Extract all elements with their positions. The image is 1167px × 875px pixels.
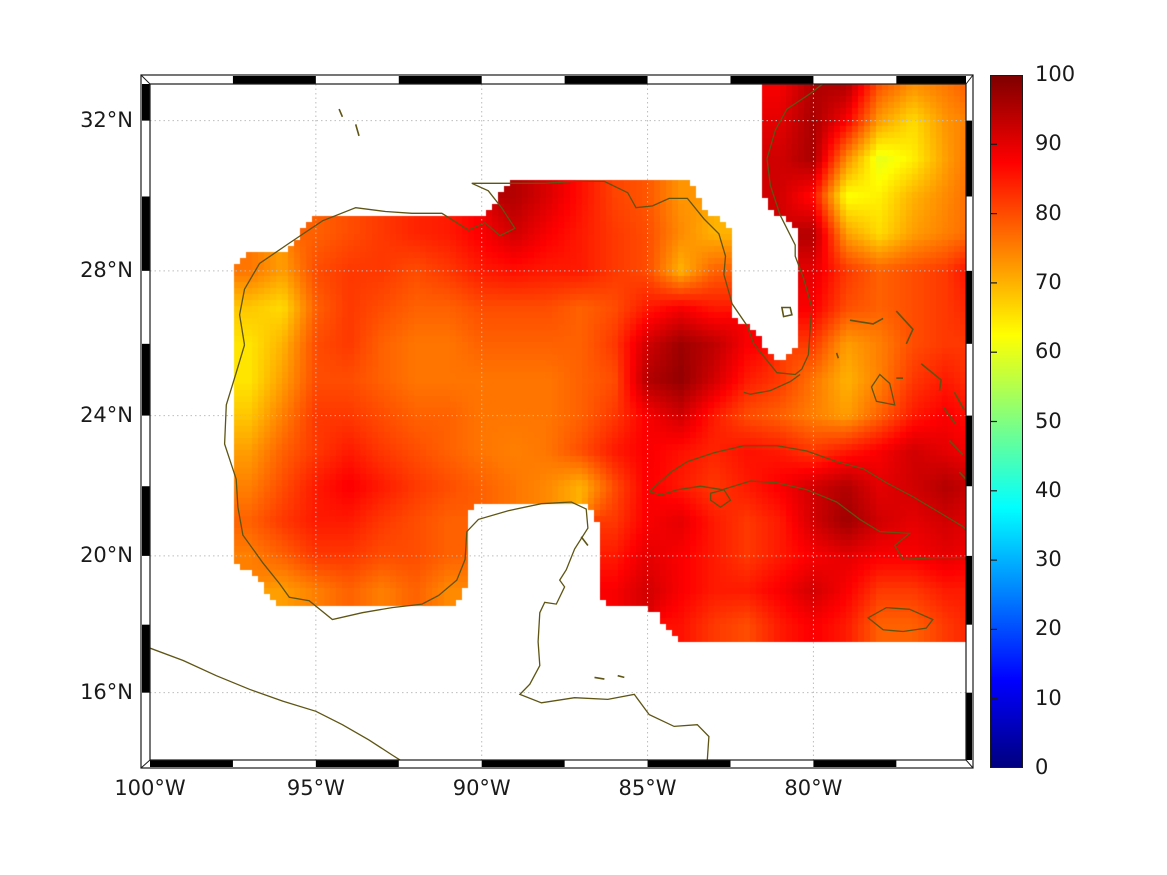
frame-band bbox=[564, 76, 648, 84]
y-tick-label: 28°N bbox=[80, 257, 133, 282]
frame-band bbox=[141, 75, 150, 768]
colorbar-tick-label: 100 bbox=[1035, 62, 1076, 86]
colorbar bbox=[990, 75, 1023, 768]
frame-band bbox=[315, 760, 399, 767]
gridline bbox=[965, 74, 974, 85]
colorbar-tick-label: 50 bbox=[1035, 408, 1062, 433]
frame-band bbox=[142, 486, 150, 556]
colorbar-gradient bbox=[990, 75, 1023, 768]
frame-band bbox=[966, 120, 972, 197]
frame-band bbox=[966, 555, 972, 625]
frame-band bbox=[730, 76, 814, 84]
frame-band bbox=[141, 75, 973, 84]
colorbar-tick-label: 80 bbox=[1035, 200, 1062, 225]
colorbar-tick-label: 60 bbox=[1035, 339, 1062, 364]
frame-band bbox=[142, 624, 150, 693]
heatmap-canvas bbox=[150, 84, 966, 760]
x-tick-label: 95°W bbox=[286, 776, 345, 800]
y-tick-label: 16°N bbox=[80, 679, 133, 704]
colorbar-tick-label: 90 bbox=[1035, 131, 1062, 156]
frame-band bbox=[966, 415, 972, 487]
frame-band bbox=[966, 692, 972, 760]
frame-band bbox=[966, 270, 972, 344]
frame-band bbox=[150, 760, 233, 767]
colorbar-tick-label: 40 bbox=[1035, 477, 1062, 502]
gridline bbox=[965, 759, 974, 769]
y-tick-label: 32°N bbox=[80, 107, 133, 132]
frame-band bbox=[966, 75, 973, 768]
frame-band bbox=[142, 343, 150, 416]
x-tick-label: 85°W bbox=[618, 776, 677, 800]
frame-band bbox=[813, 760, 897, 767]
frame-band bbox=[647, 760, 731, 767]
frame-band bbox=[896, 76, 966, 84]
frame-band bbox=[141, 760, 973, 768]
frame-band bbox=[232, 76, 316, 84]
x-tick-label: 90°W bbox=[452, 776, 511, 800]
frame-band bbox=[481, 760, 565, 767]
frame-band bbox=[142, 196, 150, 271]
frame-band bbox=[398, 76, 482, 84]
colorbar-tick-label: 20 bbox=[1035, 616, 1062, 641]
x-tick-label: 80°W bbox=[784, 776, 843, 800]
colorbar-tick-label: 10 bbox=[1035, 685, 1062, 710]
colorbar-tick-label: 30 bbox=[1035, 547, 1062, 572]
gridline bbox=[140, 74, 151, 85]
y-tick-label: 20°N bbox=[80, 542, 133, 567]
colorbar-tick-label: 70 bbox=[1035, 269, 1062, 294]
frame-band bbox=[142, 84, 150, 121]
y-tick-label: 24°N bbox=[80, 402, 133, 427]
x-tick-label: 100°W bbox=[114, 776, 186, 800]
gridline bbox=[140, 759, 151, 769]
colorbar-tick-label: 0 bbox=[1035, 755, 1049, 779]
